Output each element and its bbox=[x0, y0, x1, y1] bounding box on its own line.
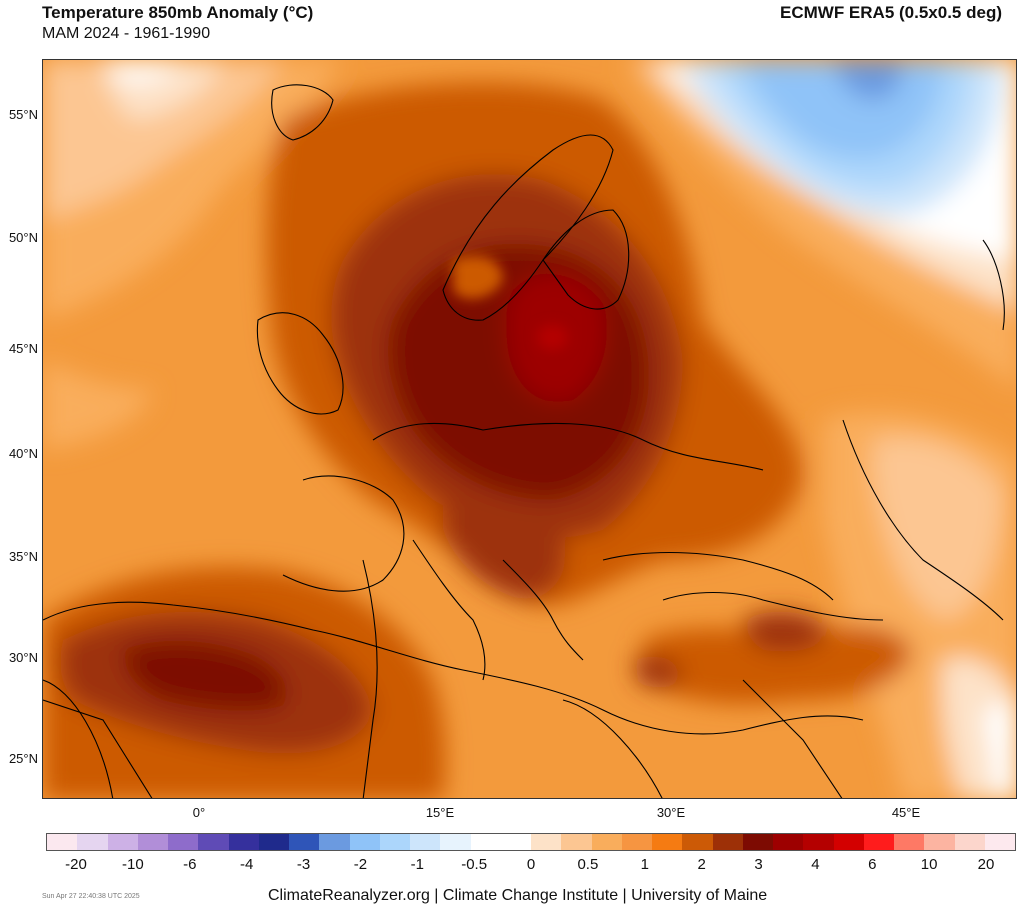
legend-label: -4 bbox=[239, 856, 254, 873]
lon-label-15e: 15°E bbox=[425, 805, 455, 820]
color-legend bbox=[46, 833, 1016, 851]
lon-label-30e: 30°E bbox=[656, 805, 686, 820]
legend-swatch bbox=[652, 834, 683, 850]
legend-swatch bbox=[289, 834, 320, 850]
legend-swatch bbox=[712, 834, 743, 850]
coastlines bbox=[43, 84, 1005, 798]
lat-label-40: 40°N bbox=[8, 446, 38, 461]
anomaly-map bbox=[42, 59, 1017, 799]
lat-label-55: 55°N bbox=[8, 107, 38, 122]
legend-swatch bbox=[833, 834, 864, 850]
legend-swatch bbox=[863, 834, 894, 850]
legend-swatch bbox=[349, 834, 380, 850]
legend-swatch bbox=[107, 834, 138, 850]
lat-label-25: 25°N bbox=[8, 751, 38, 766]
lon-label-45e: 45°E bbox=[891, 805, 921, 820]
legend-swatch bbox=[470, 834, 501, 850]
legend-swatch bbox=[954, 834, 985, 850]
legend-swatch bbox=[500, 834, 531, 850]
legend-label: 0 bbox=[526, 856, 536, 873]
legend-label: 4 bbox=[811, 856, 820, 873]
legend-swatch bbox=[319, 834, 350, 850]
legend-label: -2 bbox=[353, 856, 368, 873]
legend-swatch bbox=[228, 834, 259, 850]
legend-swatch bbox=[47, 834, 78, 850]
timestamp: Sun Apr 27 22:40:38 UTC 2025 bbox=[42, 893, 140, 900]
lat-label-45: 45°N bbox=[8, 341, 38, 356]
legend-swatch bbox=[410, 834, 441, 850]
chart-title: Temperature 850mb Anomaly (°C) bbox=[42, 3, 314, 22]
legend-swatch bbox=[561, 834, 592, 850]
anomaly-field-detail bbox=[453, 256, 568, 351]
credit-line: ClimateReanalyzer.org | Climate Change I… bbox=[268, 887, 768, 904]
legend-label: 0.5 bbox=[577, 856, 599, 873]
legend-label: -3 bbox=[296, 856, 311, 873]
legend-swatch bbox=[198, 834, 229, 850]
legend-label: 1 bbox=[640, 856, 649, 873]
lon-label-0: 0° bbox=[192, 805, 206, 820]
legend-label: 10 bbox=[920, 856, 938, 873]
legend-label: -0.5 bbox=[461, 856, 488, 873]
legend-swatch bbox=[773, 834, 804, 850]
legend-swatch bbox=[137, 834, 168, 850]
legend-label: -20 bbox=[65, 856, 87, 873]
legend-swatch bbox=[984, 834, 1015, 850]
chart-subtitle: MAM 2024 - 1961-1990 bbox=[42, 25, 211, 42]
anomaly-field bbox=[43, 60, 1016, 798]
legend-swatch bbox=[379, 834, 410, 850]
lat-label-35: 35°N bbox=[8, 549, 38, 564]
data-source: ECMWF ERA5 (0.5x0.5 deg) bbox=[780, 3, 1002, 22]
lat-label-50: 50°N bbox=[8, 230, 38, 245]
legend-swatch bbox=[168, 834, 199, 850]
legend-swatch bbox=[531, 834, 562, 850]
legend-labels: -20 -10 -6 -4 -3 -2 -1 -0.5 0 0.5 1 2 3 4 6 10 20 bbox=[46, 856, 1016, 876]
legend-label: -10 bbox=[122, 856, 144, 873]
legend-swatch bbox=[77, 834, 108, 850]
lat-label-30: 30°N bbox=[8, 650, 38, 665]
legend-swatch bbox=[894, 834, 925, 850]
legend-label: 20 bbox=[977, 856, 995, 873]
legend-label: 6 bbox=[868, 856, 877, 873]
legend-swatch bbox=[440, 834, 471, 850]
legend-label: 3 bbox=[754, 856, 763, 873]
legend-label: -6 bbox=[183, 856, 197, 873]
legend-label: 2 bbox=[697, 856, 706, 873]
legend-swatch bbox=[742, 834, 773, 850]
legend-swatch bbox=[924, 834, 955, 850]
legend-swatch bbox=[621, 834, 652, 850]
legend-swatch bbox=[258, 834, 289, 850]
legend-swatch bbox=[803, 834, 834, 850]
legend-label: -1 bbox=[410, 856, 424, 873]
legend-swatch bbox=[591, 834, 622, 850]
legend-swatch bbox=[682, 834, 713, 850]
